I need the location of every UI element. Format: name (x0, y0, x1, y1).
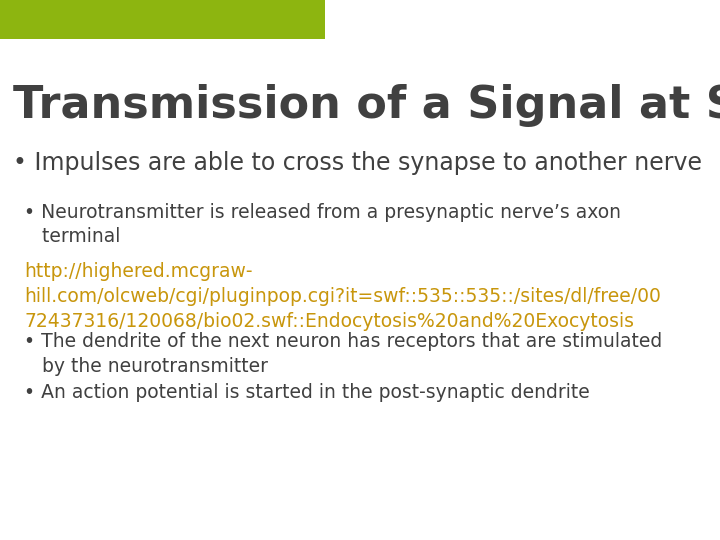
Text: • The dendrite of the next neuron has receptors that are stimulated
   by the ne: • The dendrite of the next neuron has re… (24, 332, 662, 376)
Text: http://highered.mcgraw-
hill.com/olcweb/cgi/pluginpop.cgi?it=swf::535::535::/sit: http://highered.mcgraw- hill.com/olcweb/… (24, 262, 661, 331)
Text: Transmission of a Signal at Synapses: Transmission of a Signal at Synapses (13, 84, 720, 127)
Text: • Neurotransmitter is released from a presynaptic nerve’s axon
   terminal: • Neurotransmitter is released from a pr… (24, 202, 621, 246)
Text: • An action potential is started in the post-synaptic dendrite: • An action potential is started in the … (24, 383, 590, 402)
FancyBboxPatch shape (0, 0, 325, 39)
Text: • Impulses are able to cross the synapse to another nerve: • Impulses are able to cross the synapse… (13, 151, 702, 175)
